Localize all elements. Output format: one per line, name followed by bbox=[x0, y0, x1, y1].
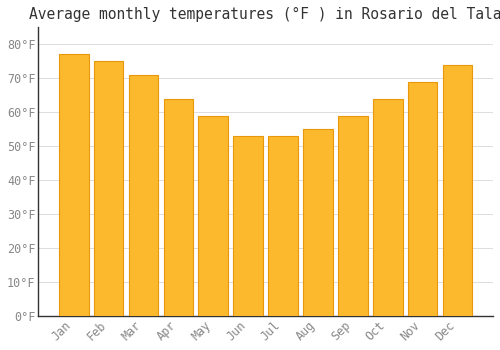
Bar bbox=[59, 55, 88, 316]
Bar bbox=[338, 116, 368, 316]
Bar bbox=[234, 136, 263, 316]
Bar bbox=[94, 61, 124, 316]
Bar bbox=[303, 129, 333, 316]
Bar bbox=[373, 99, 402, 316]
Title: Average monthly temperatures (°F ) in Rosario del Tala: Average monthly temperatures (°F ) in Ro… bbox=[30, 7, 500, 22]
Bar bbox=[268, 136, 298, 316]
Bar bbox=[198, 116, 228, 316]
Bar bbox=[128, 75, 158, 316]
Bar bbox=[408, 82, 438, 316]
Bar bbox=[164, 99, 193, 316]
Bar bbox=[442, 65, 472, 316]
